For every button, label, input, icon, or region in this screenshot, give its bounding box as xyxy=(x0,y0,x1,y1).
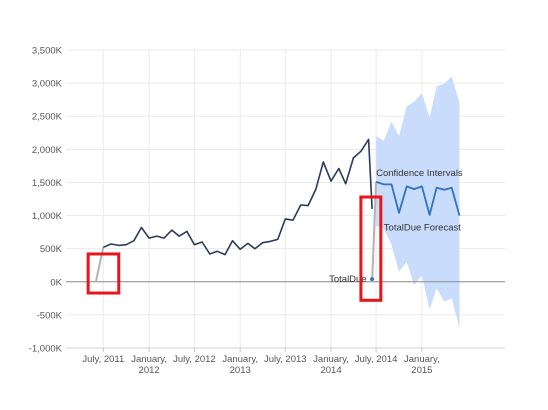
x-tick-label: July, 2013 xyxy=(264,354,307,365)
series-annotation: Confidence Intervals xyxy=(376,168,463,179)
x-tick-label: January, xyxy=(313,354,349,365)
y-tick-label: 2,000K xyxy=(32,145,63,156)
x-tick-label: July, 2012 xyxy=(173,354,216,365)
y-tick-label: 0K xyxy=(50,277,62,288)
x-tick-label: January, xyxy=(404,354,440,365)
totaldue-line xyxy=(102,138,373,256)
y-tick-label: 3,500K xyxy=(32,46,63,57)
series-annotation: TotalDue xyxy=(329,274,367,285)
y-tick-label: 1,000K xyxy=(32,211,63,222)
x-tick-label: July, 2011 xyxy=(82,354,124,365)
y-tick-label: -1,000K xyxy=(29,344,63,355)
x-tick-label: 2014 xyxy=(320,365,341,376)
y-tick-label: 1,500K xyxy=(32,178,63,189)
x-tick-label: July, 2014 xyxy=(355,354,398,365)
highlight-box xyxy=(86,252,121,295)
x-tick-label: January, xyxy=(131,354,167,365)
x-tick-label: 2012 xyxy=(139,365,160,376)
forecast-line xyxy=(375,180,461,216)
y-tick-label: -500K xyxy=(37,310,63,321)
highlight-boxes-layer xyxy=(86,195,383,302)
series-annotation: TotalDue Forecast xyxy=(384,222,461,233)
x-tick-label: January, xyxy=(222,354,258,365)
y-tick-label: 3,000K xyxy=(32,79,63,90)
highlight-box xyxy=(359,195,383,302)
y-tick-label: 2,500K xyxy=(32,112,63,123)
x-tick-label: 2013 xyxy=(230,365,251,376)
annotations-layer: Confidence Intervals TotalDue Forecast Tot… xyxy=(329,168,463,285)
y-axis-ticks: 3,500K 3,000K 2,500K 2,000K 1,500K 1,000K 500K… xyxy=(29,46,63,355)
data-marker xyxy=(370,277,375,282)
confidence-band-layer xyxy=(376,76,460,329)
y-tick-label: 500K xyxy=(40,244,63,255)
confidence-band xyxy=(376,76,460,329)
x-tick-label: 2015 xyxy=(411,365,432,376)
